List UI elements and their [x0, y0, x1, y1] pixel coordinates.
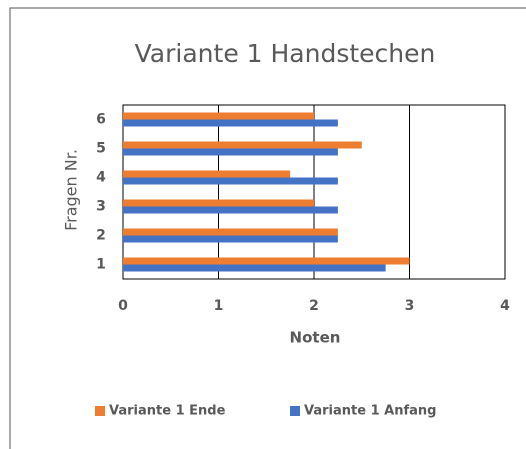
legend-label: Variante 1 Ende: [109, 404, 226, 419]
chart-title: Variante 1 Handstechen: [135, 39, 436, 68]
bar: [123, 170, 291, 178]
y-tick-label: 3: [96, 199, 106, 215]
x-tick-label: 3: [405, 298, 415, 314]
x-tick-label: 4: [500, 298, 510, 314]
bar: [123, 199, 314, 207]
y-tick-label: 4: [96, 170, 106, 186]
bar: [123, 148, 338, 156]
y-tick-label: 5: [96, 141, 106, 157]
y-tick-label: 6: [96, 112, 106, 128]
bar: [123, 235, 338, 243]
bar: [123, 206, 338, 214]
x-axis-label: Noten: [290, 329, 341, 347]
bar: [123, 141, 362, 149]
y-tick-label: 2: [96, 228, 106, 244]
y-axis-label: Fragen Nr.: [62, 149, 81, 231]
legend-swatch: [95, 406, 105, 416]
bar: [123, 177, 338, 185]
x-tick-label: 2: [309, 298, 319, 314]
x-tick-label: 1: [214, 298, 224, 314]
x-tick-label: 0: [118, 298, 128, 314]
bar: [123, 228, 338, 236]
legend-swatch: [290, 406, 300, 416]
bar: [123, 119, 338, 127]
bar: [123, 264, 386, 272]
bar: [123, 257, 410, 265]
y-tick-label: 1: [96, 257, 106, 273]
legend-label: Variante 1 Anfang: [304, 404, 436, 419]
bar: [123, 112, 314, 120]
